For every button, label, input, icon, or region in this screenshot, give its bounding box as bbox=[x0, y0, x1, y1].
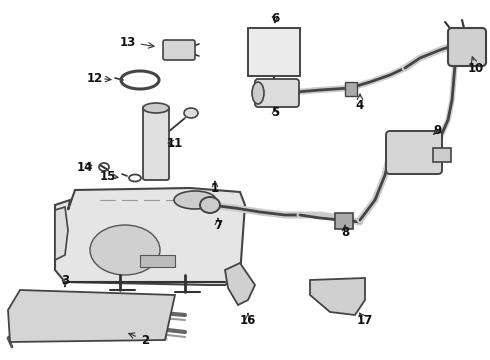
Bar bbox=[433, 148, 451, 162]
Text: 9: 9 bbox=[434, 123, 442, 136]
Text: 10: 10 bbox=[468, 62, 484, 75]
Text: 2: 2 bbox=[141, 333, 149, 346]
Polygon shape bbox=[310, 278, 365, 315]
Text: 14: 14 bbox=[77, 161, 93, 174]
Polygon shape bbox=[225, 263, 255, 305]
FancyBboxPatch shape bbox=[255, 79, 299, 107]
Text: 17: 17 bbox=[357, 314, 373, 327]
Ellipse shape bbox=[200, 197, 220, 213]
Bar bbox=[140, 255, 175, 267]
Text: 13: 13 bbox=[120, 36, 136, 49]
Text: 4: 4 bbox=[356, 99, 364, 112]
Ellipse shape bbox=[143, 103, 169, 113]
Text: 7: 7 bbox=[214, 219, 222, 231]
Text: 3: 3 bbox=[61, 274, 69, 287]
Text: 1: 1 bbox=[211, 181, 219, 194]
Bar bbox=[335, 213, 353, 229]
Ellipse shape bbox=[90, 225, 160, 275]
Text: 6: 6 bbox=[271, 12, 279, 24]
Text: 16: 16 bbox=[240, 314, 256, 327]
Ellipse shape bbox=[174, 191, 216, 209]
Text: 5: 5 bbox=[271, 105, 279, 118]
FancyBboxPatch shape bbox=[163, 40, 195, 60]
FancyBboxPatch shape bbox=[143, 106, 169, 180]
Polygon shape bbox=[55, 207, 68, 260]
FancyBboxPatch shape bbox=[386, 131, 442, 174]
FancyBboxPatch shape bbox=[448, 28, 486, 66]
Text: 12: 12 bbox=[87, 72, 103, 85]
Bar bbox=[345, 82, 357, 96]
Ellipse shape bbox=[184, 108, 198, 118]
Polygon shape bbox=[8, 290, 175, 342]
Ellipse shape bbox=[252, 82, 264, 104]
Text: 11: 11 bbox=[167, 136, 183, 149]
Text: 8: 8 bbox=[341, 225, 349, 239]
Text: 15: 15 bbox=[100, 170, 116, 183]
Bar bbox=[248, 28, 300, 76]
Polygon shape bbox=[55, 188, 245, 285]
